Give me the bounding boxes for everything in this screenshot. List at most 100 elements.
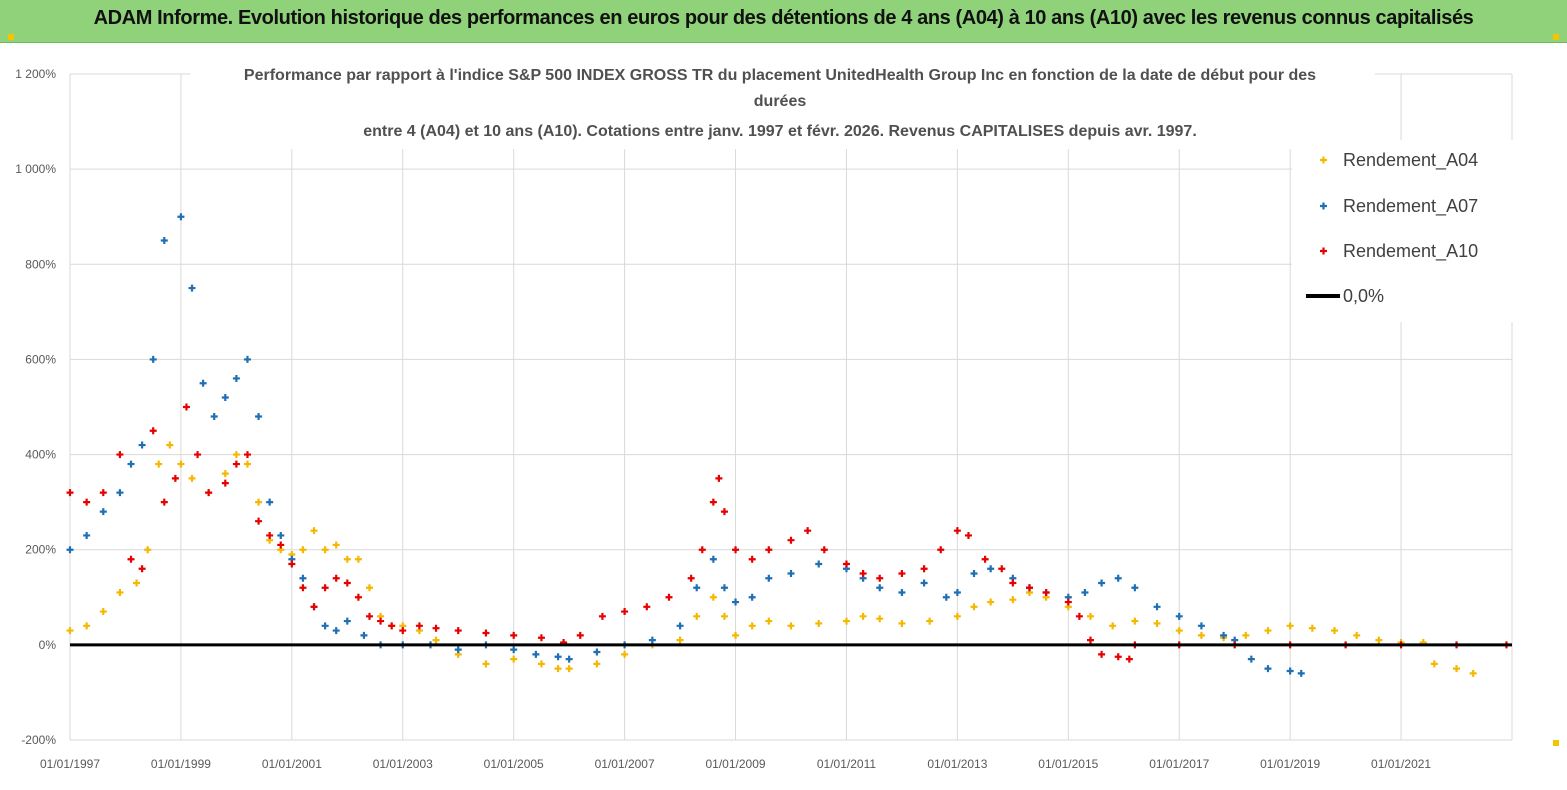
x-tick-label: 01/01/2013 [927, 757, 987, 771]
data-point [243, 460, 251, 468]
data-point [1098, 579, 1106, 587]
data-point [1220, 631, 1228, 639]
data-point [255, 413, 263, 421]
data-point [765, 546, 773, 554]
series-Rendement_A04 [66, 441, 1477, 677]
data-point [221, 479, 229, 487]
y-tick-label: 800% [25, 257, 56, 271]
data-point [787, 622, 795, 630]
data-point [1286, 622, 1294, 630]
data-point [621, 650, 629, 658]
data-point [1308, 624, 1316, 632]
data-point [953, 589, 961, 597]
data-point [277, 531, 285, 539]
y-tick-label: -200% [21, 733, 56, 747]
data-point [1114, 653, 1122, 661]
data-point [133, 579, 141, 587]
data-point [138, 441, 146, 449]
data-point [687, 574, 695, 582]
data-point [255, 517, 263, 525]
data-point [1009, 579, 1017, 587]
data-point [715, 474, 723, 482]
data-point [859, 570, 867, 577]
data-point [532, 650, 540, 658]
legend-label: Rendement_A10 [1343, 241, 1478, 262]
data-point [166, 441, 174, 449]
data-point [709, 498, 717, 506]
data-point [482, 660, 490, 668]
data-point [144, 546, 152, 554]
data-point [177, 213, 185, 221]
x-tick-label: 01/01/1997 [40, 757, 100, 771]
data-point [66, 627, 74, 635]
data-point [987, 598, 995, 606]
data-point [321, 622, 329, 630]
y-tick-label: 1 000% [15, 162, 56, 176]
data-point [432, 636, 440, 644]
data-point [354, 555, 362, 563]
data-point [593, 648, 601, 656]
data-point [565, 665, 573, 673]
data-point [288, 560, 296, 568]
data-point [554, 653, 562, 661]
data-point [720, 612, 728, 620]
corner-marker-bottom-right [1553, 740, 1559, 746]
data-point [232, 460, 240, 468]
data-point [232, 451, 240, 459]
x-axis-ticks: 01/01/1997 01/01/1999 01/01/2001 01/01/2003… [40, 757, 1431, 771]
x-tick-label: 01/01/2007 [595, 757, 655, 771]
data-point [1125, 655, 1133, 663]
data-point [188, 284, 196, 292]
data-point [343, 617, 351, 625]
chart-title-line-1: Performance par rapport à l'indice S&P 5… [244, 67, 1316, 84]
data-point [593, 660, 601, 668]
data-point [1469, 669, 1477, 677]
data-point [138, 565, 146, 573]
data-point [964, 531, 972, 539]
data-point [1153, 619, 1161, 627]
data-point [876, 615, 884, 623]
data-point [255, 498, 263, 506]
data-point [310, 527, 318, 535]
data-point [720, 508, 728, 516]
data-point [399, 627, 407, 635]
data-point [310, 603, 318, 611]
data-point [937, 546, 945, 554]
legend-marker [1320, 156, 1327, 164]
data-point [205, 489, 213, 497]
data-point [1075, 612, 1083, 620]
data-point [160, 498, 168, 506]
data-point [377, 617, 385, 625]
data-point [1242, 631, 1250, 639]
data-point [1331, 627, 1339, 635]
data-point [709, 555, 717, 563]
data-point [510, 646, 518, 654]
report-title: ADAM Informe. Evolution historique des p… [93, 7, 1474, 29]
data-point [1081, 589, 1089, 597]
x-tick-label: 01/01/2019 [1260, 757, 1320, 771]
data-point [127, 460, 135, 468]
data-point [1153, 603, 1161, 611]
data-point [748, 622, 756, 630]
data-point [665, 593, 673, 601]
data-point [83, 531, 91, 539]
data-point [454, 646, 462, 654]
data-point [576, 631, 584, 639]
data-point [83, 622, 91, 630]
data-point [99, 489, 107, 497]
corner-marker-top-right [1553, 34, 1559, 40]
data-point [321, 546, 329, 554]
data-point [221, 393, 229, 401]
data-point [981, 555, 989, 563]
data-point [732, 546, 740, 554]
data-point [1286, 667, 1294, 675]
data-point [194, 451, 202, 459]
data-point [765, 617, 773, 625]
data-point [321, 584, 329, 592]
data-point [182, 403, 190, 411]
data-point [243, 451, 251, 459]
data-point [565, 655, 573, 663]
data-point [1175, 612, 1183, 620]
y-tick-label: 1 200% [15, 67, 56, 81]
data-point [898, 570, 906, 577]
